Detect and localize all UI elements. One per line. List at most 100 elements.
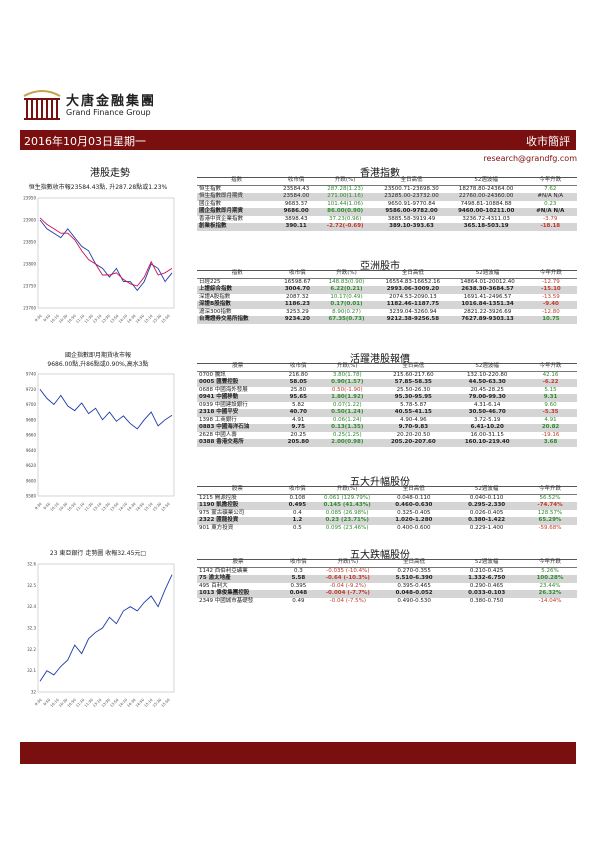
x-tick-label: 10:50 bbox=[67, 313, 78, 324]
table-cell: 1013 偉俊集團控股 bbox=[197, 590, 279, 598]
table-cell: 160.10-219.40 bbox=[450, 439, 525, 447]
table-cell: 0.23 (23.71%) bbox=[316, 517, 378, 525]
y-tick-label: 9580 bbox=[26, 494, 37, 499]
y-tick-label: 32.1 bbox=[27, 668, 36, 673]
table-cell: 287.28(1.23) bbox=[327, 185, 364, 192]
table-cell: 9234.20 bbox=[277, 316, 318, 324]
table-cell: 恒生指數 bbox=[199, 185, 222, 192]
table-cell: -18.18 bbox=[523, 223, 577, 231]
table-cell: 0.50(-1.90) bbox=[331, 386, 363, 393]
column-header: 52週波幅 bbox=[450, 486, 523, 495]
column-header: 收市價 bbox=[278, 363, 319, 372]
table-cell: 5.58 bbox=[278, 575, 318, 583]
table-row: 2349 中國城市基礎發 0.49 -0.04 (-7.5%) 0.490-0.530… bbox=[197, 598, 577, 606]
table-cell: 國企指數 bbox=[199, 200, 222, 207]
table-cell: 5.78-5.87 bbox=[400, 401, 427, 408]
table-cell: 2322 匯龍投資 bbox=[197, 517, 278, 525]
table-cell: 40.70 bbox=[278, 409, 319, 417]
y-tick-label: 9680 bbox=[26, 417, 37, 422]
column-header: 升跌(%) bbox=[317, 270, 376, 279]
table-cell: 0.033-0.103 bbox=[450, 590, 523, 598]
table-cell: 2.00(0.98) bbox=[318, 439, 377, 447]
table-cell: 2638.30-3684.57 bbox=[450, 286, 525, 294]
table-cell: 7498.81-10884.88 bbox=[460, 200, 512, 207]
chart-caption: 恒生指數收市報23584.43點, 升287.28點或1.23% bbox=[28, 184, 168, 191]
table-cell: 0.380-0.750 bbox=[469, 597, 504, 604]
table-cell: 0.25(1.25) bbox=[332, 431, 362, 438]
table-cell: 0.061 (129.79%) bbox=[324, 494, 371, 501]
table-cell: -12.79 bbox=[542, 278, 560, 285]
table-row: 75 渝太地產 5.58 -0.64 (-10.3%) 5.510-6.390 1.33… bbox=[197, 575, 577, 583]
x-tick-label: 10:30 bbox=[58, 313, 69, 324]
table-row: 0883 中國海洋石油 9.75 0.13(1.35) 9.70-9.83 6.41-1… bbox=[197, 424, 577, 432]
table-cell: 0.145 (41.43%) bbox=[316, 502, 378, 510]
x-tick-label: 13:30 bbox=[101, 697, 112, 708]
chart-caption: 國企指數即月期貨收市報 9686.00點,升86點或0.90%,高水3點 bbox=[47, 352, 149, 368]
table-cell: 16.00-31.15 bbox=[470, 431, 504, 438]
x-tick-label: 10:30 bbox=[58, 697, 69, 708]
series-line bbox=[39, 574, 173, 682]
table-cell: 5.82 bbox=[292, 401, 305, 408]
table-cell: 216.80 bbox=[288, 371, 308, 378]
table-cell: 390.11 bbox=[276, 223, 317, 231]
table-row: 深證B股指數 1186.23 0.17(0.01) 1182.46-1187.75 10… bbox=[197, 301, 577, 309]
table-cell: 上證綜合指數 bbox=[197, 286, 278, 294]
table-cell: 0.395 bbox=[290, 582, 307, 589]
table-cell: -2.72(-0.69) bbox=[316, 223, 375, 231]
table-cell: 9650.91-9770.84 bbox=[387, 200, 436, 207]
column-header: 升跌(%) bbox=[317, 559, 378, 568]
table-row: 1215 開源控股 0.108 0.061 (129.79%) 0.048-0.110… bbox=[197, 494, 577, 502]
table-cell: 0.90(1.57) bbox=[318, 379, 377, 387]
table-header-row: 指數 收市價 升跌(%) 全日高低 52週波幅 今年升跌 bbox=[197, 177, 577, 186]
table-row: 滬深300指數 3253.29 8.90(0.27) 3239.04-3260.94 2… bbox=[197, 309, 577, 317]
table-cell: 3.72-5.19 bbox=[473, 416, 501, 423]
table-cell: 10.17(0.49) bbox=[330, 293, 363, 300]
table-cell: 0.13(1.35) bbox=[318, 424, 377, 432]
table-cell: 7.62 bbox=[544, 185, 557, 192]
x-tick-label: 10:10 bbox=[50, 313, 61, 324]
column-header: 今年升跌 bbox=[523, 177, 577, 186]
y-tick-label: 32.2 bbox=[27, 647, 36, 652]
table-cell: 18278.80-24364.00 bbox=[458, 185, 514, 192]
table-row: 日經225 16598.67 148.83(0.90) 16554.83-16652.… bbox=[197, 278, 577, 286]
table-cell: 8.90(0.27) bbox=[332, 308, 361, 315]
table-row: 0388 香港交易所 205.80 2.00(0.98) 205.20-207.60 1… bbox=[197, 439, 577, 447]
table-cell: 901 東方投資 bbox=[199, 524, 234, 531]
column-header: 全日高低 bbox=[377, 559, 451, 568]
table-cell: 2821.22-3926.69 bbox=[463, 308, 512, 315]
y-tick-label: 23900 bbox=[23, 218, 36, 223]
x-tick-label: 13:50 bbox=[109, 313, 120, 324]
asia-title: 亞洲股市 bbox=[360, 261, 400, 272]
table-cell: 3004.70 bbox=[277, 286, 318, 294]
table-cell: 1186.23 bbox=[277, 301, 318, 309]
table-cell: -59.68% bbox=[538, 524, 562, 531]
table-cell: 1691.41-2496.57 bbox=[463, 293, 512, 300]
top-losers-table: 股票 收市價 升跌(%) 全日高低 52週波幅 今年升跌 1142 西伯利亞礦業 0.3 -0.… bbox=[197, 559, 577, 605]
table-cell: 國企指數即月期貨 bbox=[197, 208, 277, 216]
x-tick-label: 9:50 bbox=[43, 501, 52, 510]
table-cell: 4.90-4.96 bbox=[400, 416, 427, 423]
table-cell: 23584.43 bbox=[283, 185, 310, 192]
x-tick-label: 15:50 bbox=[161, 501, 172, 512]
table-cell: 495 百利大 bbox=[199, 582, 228, 589]
table-cell: -74.74% bbox=[523, 502, 577, 510]
y-tick-label: 23800 bbox=[23, 262, 36, 267]
table-cell: 9586.00-9782.00 bbox=[374, 208, 449, 216]
table-cell: 86.00(0.90) bbox=[316, 208, 375, 216]
y-tick-label: 9600 bbox=[26, 478, 37, 483]
research-email-link[interactable]: research@grandfg.com bbox=[483, 154, 577, 163]
table-cell: 1182.46-1187.75 bbox=[375, 301, 451, 309]
table-cell: 25.50-26.30 bbox=[396, 386, 431, 393]
table-cell: 日經225 bbox=[199, 278, 221, 285]
table-row: 901 東方投資 0.5 0.095 (23.46%) 0.400-0.600 0.22… bbox=[197, 525, 577, 533]
table-cell: -3.79 bbox=[543, 215, 558, 222]
table-cell: 0.270-0.355 bbox=[397, 567, 431, 574]
report-type: 收市簡評 bbox=[526, 135, 570, 148]
column-header: 股票 bbox=[197, 363, 279, 372]
table-cell: 14864.01-20012.40 bbox=[460, 278, 515, 285]
column-header: 收市價 bbox=[277, 270, 318, 279]
table-cell: -0.04 (-7.5%) bbox=[329, 597, 366, 604]
table-header-row: 股票 收市價 升跌(%) 全日高低 52週波幅 今年升跌 bbox=[197, 559, 577, 568]
x-tick-label: 14:10 bbox=[118, 501, 129, 512]
table-cell: -5.35 bbox=[524, 409, 577, 417]
